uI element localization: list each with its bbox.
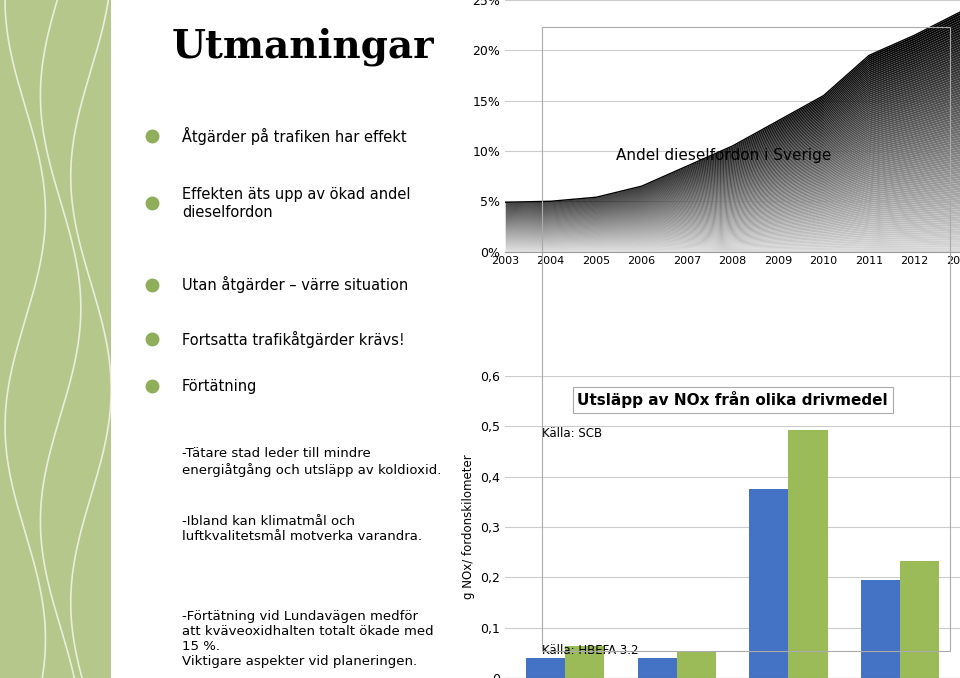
Bar xyxy=(637,658,677,678)
Bar xyxy=(526,658,565,678)
Text: Åtgärder på trafiken har effekt: Åtgärder på trafiken har effekt xyxy=(181,127,406,144)
Y-axis label: g NOx/ fordonskilometer: g NOx/ fordonskilometer xyxy=(462,455,475,599)
Text: -Förtätning vid Lundavägen medför
att kväveoxidhalten totalt ökade med
15 %.
Vik: -Förtätning vid Lundavägen medför att kv… xyxy=(181,610,434,669)
Bar xyxy=(677,651,716,678)
Bar xyxy=(900,561,939,678)
Bar xyxy=(750,490,788,678)
Bar xyxy=(565,646,604,678)
Text: Effekten äts upp av ökad andel
dieselfordon: Effekten äts upp av ökad andel dieselfor… xyxy=(181,187,410,220)
Text: Källa: HBEFA 3.2: Källa: HBEFA 3.2 xyxy=(542,644,639,657)
Text: -Ibland kan klimatmål och
luftkvalitetsmål motverka varandra.: -Ibland kan klimatmål och luftkvalitetsm… xyxy=(181,515,421,543)
Text: Förtätning: Förtätning xyxy=(181,379,257,394)
Bar xyxy=(788,431,828,678)
Text: Källa: SCB: Källa: SCB xyxy=(542,427,603,440)
Bar xyxy=(861,580,900,678)
Text: Utsläpp av NOx från olika drivmedel: Utsläpp av NOx från olika drivmedel xyxy=(577,391,888,408)
FancyBboxPatch shape xyxy=(0,0,111,678)
Text: -Tätare stad leder till mindre
energiåtgång och utsläpp av koldioxid.: -Tätare stad leder till mindre energiåtg… xyxy=(181,447,442,477)
Text: Fortsatta trafikåtgärder krävs!: Fortsatta trafikåtgärder krävs! xyxy=(181,330,405,348)
Text: Utan åtgärder – värre situation: Utan åtgärder – värre situation xyxy=(181,276,408,294)
Text: Utmaningar: Utmaningar xyxy=(172,27,435,66)
Text: Andel dieselfordon i Sverige: Andel dieselfordon i Sverige xyxy=(616,148,831,163)
